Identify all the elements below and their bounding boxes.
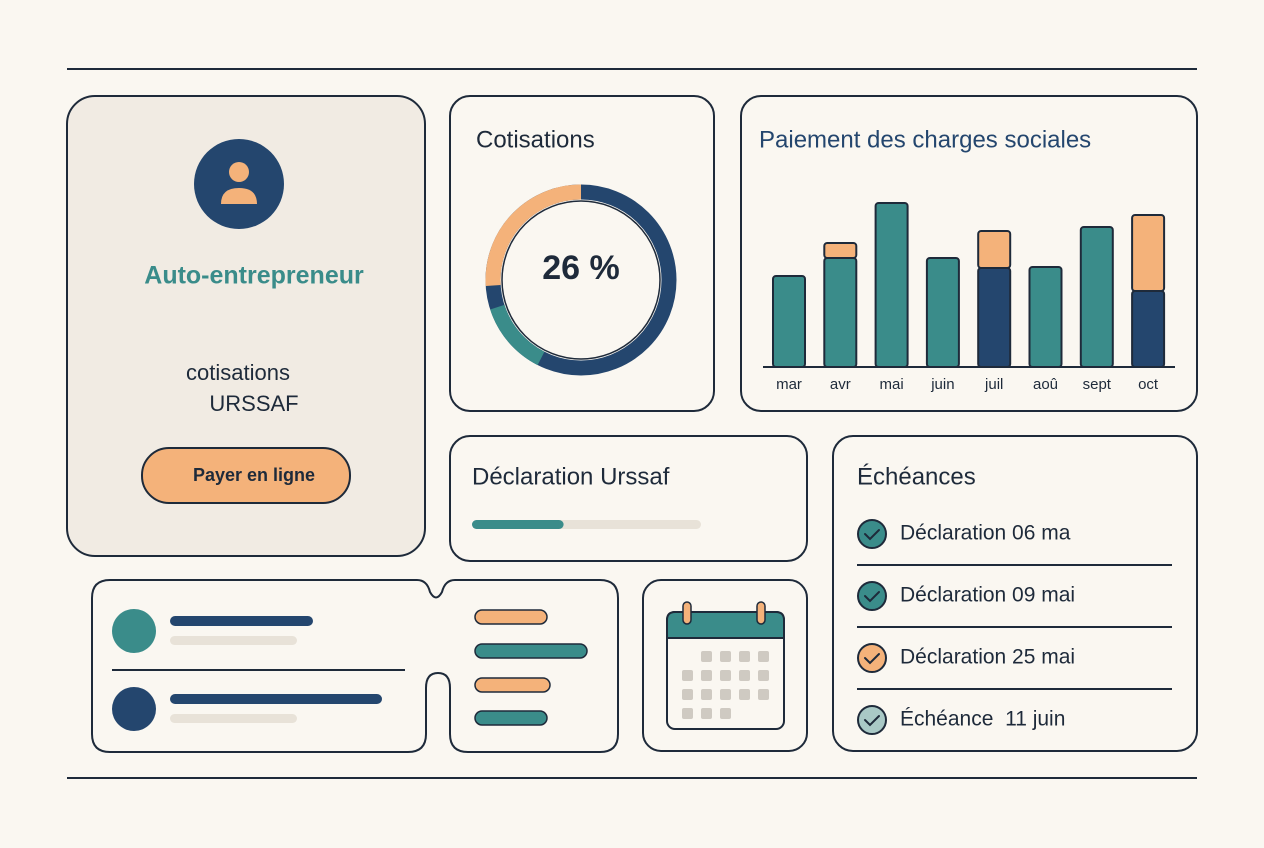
x-tick-label: aoû [1033,376,1058,393]
list-avatar [112,609,156,653]
calendar-day [739,689,750,700]
progress [472,520,564,529]
pill [474,643,588,659]
calendar-day [682,689,693,700]
pay-button[interactable] [141,447,351,504]
pill [474,710,548,726]
check-mark [864,653,880,665]
echeance-label: Déclaration 25 mai [900,646,1075,669]
bar-segment [1028,266,1063,368]
placeholder-line [170,694,382,704]
chart-title: Paiement des charges sociales [759,126,1091,153]
check-mark [864,591,880,603]
status-icon [857,581,887,611]
donut-value [485,184,582,286]
calendar-day [701,708,712,719]
calendar-day [701,670,712,681]
avatar-body [221,188,257,204]
bars: mar avr mai juin juil aoû sept oct [772,202,1166,393]
x-tick-label: mar [776,376,802,393]
echeance-label: Déclaration 09 mai [900,584,1075,607]
calendar-day [758,689,769,700]
bar-segment [925,257,960,368]
list-avatar [112,687,156,731]
status-icon [857,643,887,673]
echeance-list: Déclaration 06 ma Déclaration 09 mai Décla… [857,519,1172,735]
profile-line: cotisations [186,360,290,385]
avatar [194,139,284,229]
echeance-label: Échéance 11 juin [900,708,1065,731]
calendar-day [720,708,731,719]
profile-title: Auto-entrepreneur [144,262,364,290]
calendar-day [682,708,693,719]
declaration-card [449,435,808,562]
x-tick-label: avr [830,376,851,393]
card-title: Cotisations [476,126,595,153]
echeances-card [832,435,1198,752]
pay-button-label[interactable]: Payer en ligne [193,465,315,485]
bar-segment [823,257,858,368]
donut-label: 26 % [542,249,620,287]
x-tick-label: mai [880,376,904,393]
placeholder-line [170,616,313,626]
pill [474,609,548,625]
echeance-label: Déclaration 06 ma [900,522,1071,545]
bar-segment [1131,214,1166,292]
calendar-ring [756,601,766,625]
x-tick-label: oct [1138,376,1159,393]
card-title: Déclaration Urssaf [472,463,670,490]
x-tick-label: sept [1083,376,1112,393]
calendar-day [682,670,693,681]
calendar-day [758,670,769,681]
x-tick-label: juil [984,376,1003,393]
placeholder-line [170,636,297,645]
calendar-day [720,651,731,662]
bar-segment [1131,290,1166,368]
check-mark [864,715,880,727]
profile-line: URSSAF [209,391,298,416]
calendar-header [666,611,785,639]
calendar-day [739,651,750,662]
calendar-day [720,670,731,681]
bar-segment [977,230,1012,269]
calendar-day [701,651,712,662]
pill [474,677,551,693]
donut-inner [501,200,661,360]
bar-segment [823,242,858,259]
x-tick-label: juin [930,376,954,393]
calendar-day [701,689,712,700]
card-title: Échéances [857,463,976,490]
status-icon [857,705,887,735]
placeholder-line [170,714,297,723]
avatar-head [229,162,249,182]
calendar-ring [682,601,692,625]
check-mark [864,529,880,541]
bar-segment [977,267,1012,368]
status-icon [857,519,887,549]
donut-accent [490,304,545,366]
bar-segment [874,202,909,368]
bar-segment [1079,226,1114,368]
list-card [91,579,619,753]
profile-card [66,95,426,557]
calendar-day [720,689,731,700]
calendar-day [758,651,769,662]
bar-segment [772,275,806,368]
calendar-day [739,670,750,681]
progress-fill [472,520,564,529]
calendar-days [682,651,769,719]
